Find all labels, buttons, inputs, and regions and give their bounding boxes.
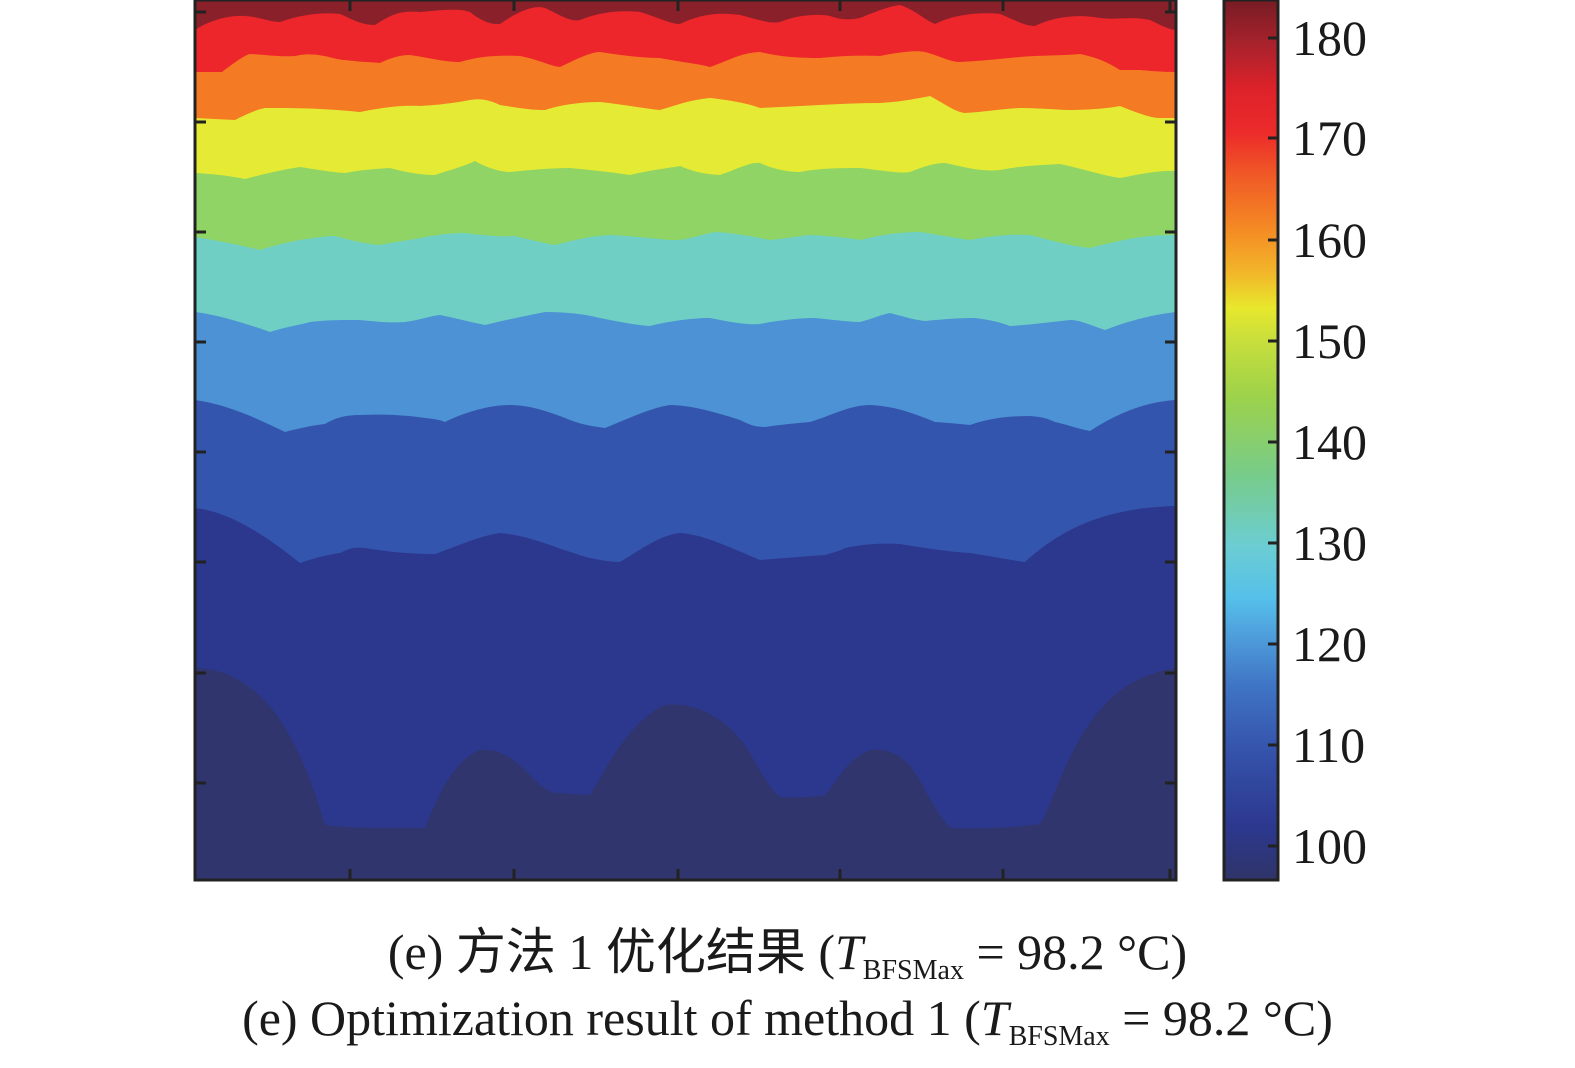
colorbar-label-130: 130 (1292, 515, 1367, 571)
y-axis-ticks (195, 10, 1176, 785)
colorbar-label-170: 170 (1292, 110, 1367, 166)
caption-chinese: (e) 方法 1 优化结果 (TBFSMax = 98.2 °C) (0, 924, 1575, 985)
contour-plot-area (195, 0, 1176, 880)
caption-english: (e) Optimization result of method 1 (TBF… (0, 990, 1575, 1051)
caption-value: = 98.2 °C) (963, 924, 1188, 980)
colorbar-label-160: 160 (1292, 212, 1367, 268)
caption-subscript: BFSMax (1008, 1021, 1110, 1052)
x-axis-ticks (348, 0, 1172, 880)
colorbar-label-140: 140 (1292, 414, 1367, 470)
caption-symbol: T (980, 990, 1009, 1046)
caption-value: = 98.2 °C) (1109, 990, 1333, 1046)
caption-symbol: T (834, 924, 863, 980)
caption-en-prefix: (e) Optimization result of method 1 ( (242, 990, 981, 1046)
colorbar-ticks (1268, 36, 1278, 848)
plot-frame (193, 0, 1178, 882)
caption-subscript: BFSMax (862, 955, 964, 986)
colorbar-label-150: 150 (1292, 313, 1367, 369)
caption-zh-prefix: (e) 方法 1 优化结果 ( (387, 924, 835, 980)
colorbar-label-100: 100 (1292, 818, 1367, 874)
colorbar (1222, 0, 1280, 882)
colorbar-label-120: 120 (1292, 616, 1367, 672)
level-100-110 (195, 506, 1176, 880)
colorbar-label-180: 180 (1292, 10, 1367, 66)
colorbar-gradient (1222, 0, 1280, 882)
colorbar-label-110: 110 (1292, 717, 1366, 773)
level-below-100 (195, 668, 1176, 880)
